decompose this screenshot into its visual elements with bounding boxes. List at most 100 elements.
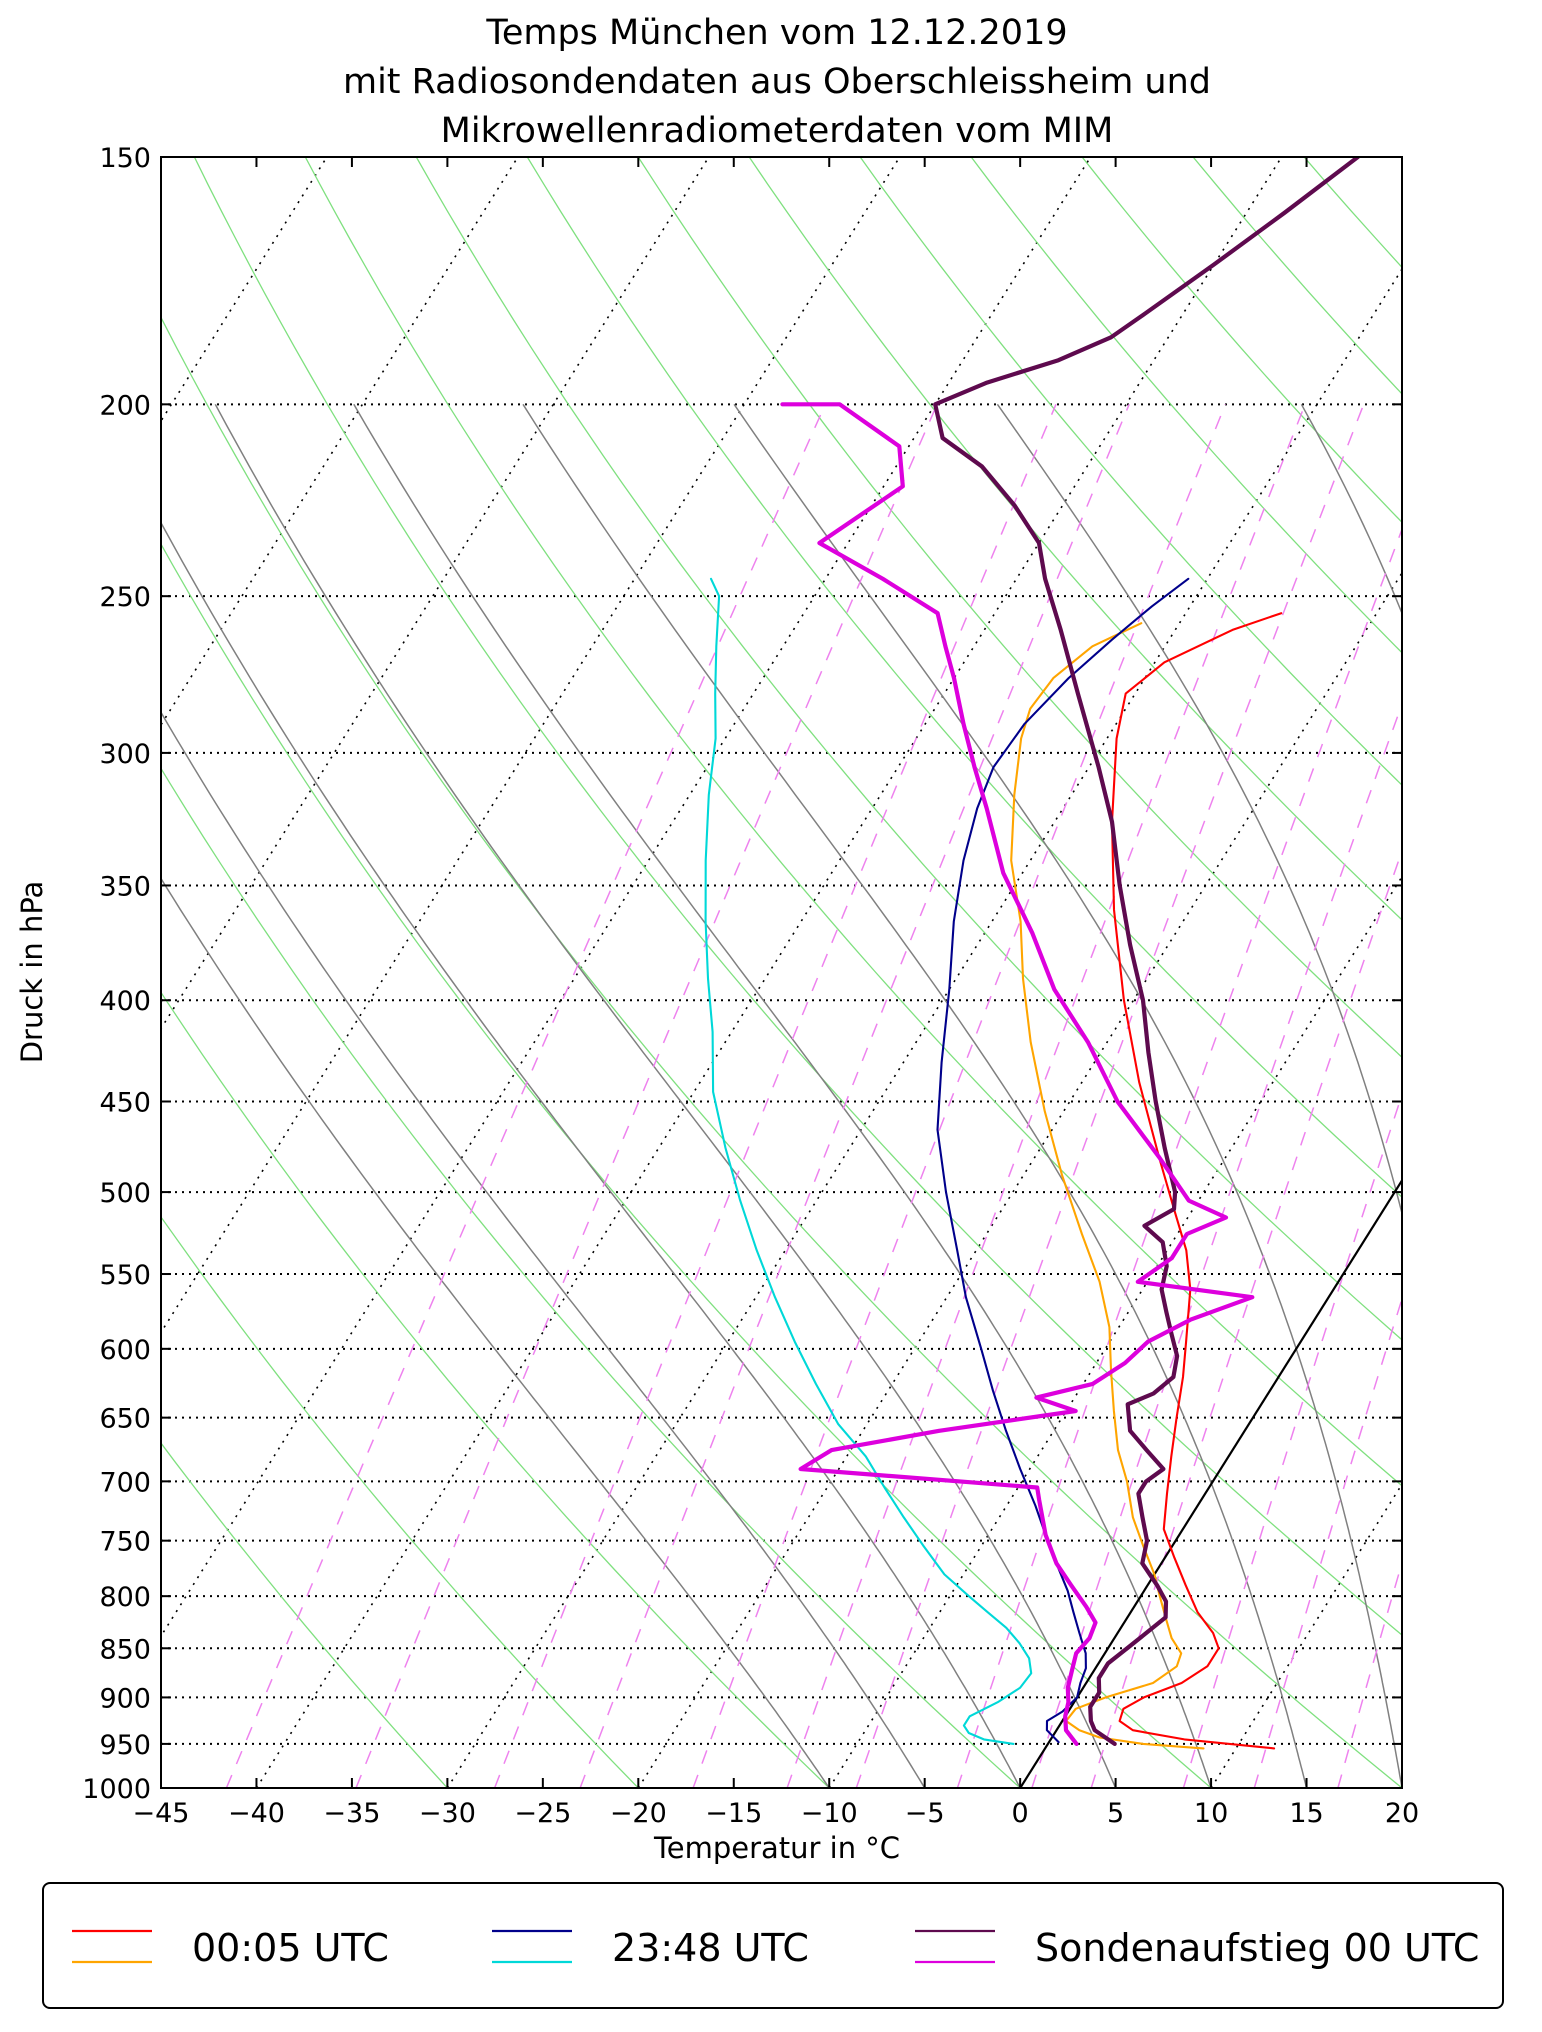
isotherm xyxy=(1401,1786,1402,1788)
series-line-5 xyxy=(933,157,1360,1746)
background-grid xyxy=(161,157,1542,1788)
dry-adiabat xyxy=(1192,157,1402,395)
dry-adiabat xyxy=(1526,157,1542,1788)
mixing-ratio-line xyxy=(692,404,1227,1788)
dry-adiabat xyxy=(859,157,1402,787)
x-tick-label: −10 xyxy=(801,1798,858,1829)
moist-adiabat xyxy=(522,403,1308,1788)
chart-title-line-1: Temps München vom 12.12.2019 xyxy=(485,13,1067,53)
y-tick-label: 200 xyxy=(99,390,151,421)
y-axis-ticks: 150 200 250 300 350 400 450 500 550 600 650 700 750 8… xyxy=(82,143,1402,1805)
sounding-series xyxy=(704,157,1360,1750)
zero-isotherm-line xyxy=(1019,1178,1402,1788)
mixing-ratio-line xyxy=(1424,404,1542,1788)
y-tick-label: 350 xyxy=(99,871,151,902)
legend-frame xyxy=(42,1882,1504,2009)
y-tick-label: 750 xyxy=(99,1527,151,1558)
dry-adiabat xyxy=(526,157,1402,1198)
dry-adiabat xyxy=(193,157,1402,1636)
legend-label: 23:48 UTC xyxy=(612,1926,809,1970)
mixing-ratio-line xyxy=(1492,404,1542,1788)
isotherm xyxy=(637,571,1402,1788)
mixing-ratio-line xyxy=(579,404,1130,1788)
x-tick-label: −20 xyxy=(610,1798,667,1829)
isotherm xyxy=(1019,1178,1402,1788)
x-tick-label: −5 xyxy=(905,1798,945,1829)
moist-adiabat xyxy=(161,877,830,1788)
y-tick-label: 850 xyxy=(99,1634,151,1665)
mixing-ratio-line xyxy=(1253,1296,1402,1788)
x-axis-label: Temperatur in °C xyxy=(653,1831,900,1865)
y-tick-label: 500 xyxy=(99,1178,151,1209)
chart-title-line-2: mit Radiosondendaten aus Oberschleisshei… xyxy=(343,62,1211,102)
series-line-4 xyxy=(704,577,1033,1745)
x-tick-label: 15 xyxy=(1289,1798,1323,1829)
legend-label: Sondenaufstieg 00 UTC xyxy=(1035,1926,1479,1970)
mixing-ratio-line xyxy=(1031,701,1402,1788)
x-tick-label: 20 xyxy=(1385,1798,1419,1829)
y-tick-label: 700 xyxy=(99,1467,151,1498)
x-tick-label: 5 xyxy=(1107,1798,1124,1829)
dry-adiabat xyxy=(1415,157,1542,1788)
x-tick-label: −35 xyxy=(323,1798,380,1829)
x-tick-label: −25 xyxy=(514,1798,571,1829)
y-tick-label: 450 xyxy=(99,1088,151,1119)
y-axis-label: Druck in hPa xyxy=(15,881,49,1064)
mixing-ratio-line xyxy=(855,404,1365,1788)
series-line-1 xyxy=(1110,612,1283,1750)
chart-title-line-3: Mikrowellenradiometerdaten vom MIM xyxy=(441,111,1114,151)
y-tick-label: 150 xyxy=(99,143,151,174)
dry-adiabat xyxy=(1081,157,1402,524)
dry-adiabat xyxy=(1303,157,1402,269)
mixing-ratio-line xyxy=(493,404,1057,1788)
legend-label: 00:05 UTC xyxy=(192,1926,389,1970)
plot-frame xyxy=(160,156,1403,1789)
x-tick-label: −30 xyxy=(419,1798,476,1829)
dry-adiabat xyxy=(161,991,830,1788)
mixing-ratio-line xyxy=(1182,1092,1402,1788)
series-line-6 xyxy=(780,402,1255,1746)
dry-adiabat xyxy=(748,157,1402,921)
x-tick-label: −15 xyxy=(705,1798,762,1829)
y-tick-label: 650 xyxy=(99,1404,151,1435)
dry-adiabat xyxy=(415,157,1402,1341)
legend-box: 00:05 UTC 23:48 UTC Sondenaufstieg 00 UTC xyxy=(42,1882,1504,2009)
zero-isotherm xyxy=(1019,1178,1402,1788)
dry-adiabat xyxy=(161,1215,639,1788)
legend-entries: 00:05 UTC 23:48 UTC Sondenaufstieg 00 UTC xyxy=(72,1926,1479,1970)
dry-adiabat xyxy=(161,1442,448,1788)
isotherm xyxy=(1210,1482,1402,1788)
isotherm xyxy=(161,157,519,727)
y-tick-label: 300 xyxy=(99,739,151,770)
y-tick-label: 950 xyxy=(99,1730,151,1761)
isotherm xyxy=(255,157,1283,1788)
mixing-ratio-line xyxy=(355,404,938,1788)
dry-adiabat xyxy=(161,542,1212,1788)
moist-adiabat xyxy=(353,403,1212,1788)
x-tick-label: 0 xyxy=(1012,1798,1029,1829)
moist-adiabat xyxy=(161,521,1021,1788)
y-tick-label: 1000 xyxy=(82,1774,151,1805)
dry-adiabat xyxy=(637,157,1402,1059)
isotherm xyxy=(161,157,328,423)
y-tick-label: 400 xyxy=(99,986,151,1017)
x-tick-label: −45 xyxy=(133,1798,190,1829)
dry-adiabat xyxy=(304,157,1402,1487)
mixing-ratio-line xyxy=(956,527,1402,1788)
y-tick-label: 800 xyxy=(99,1582,151,1613)
dry-adiabat xyxy=(161,316,1402,1788)
mixing-ratio-line xyxy=(786,404,1306,1788)
moist-adiabat xyxy=(161,710,926,1788)
dry-adiabat xyxy=(970,157,1402,654)
y-tick-label: 250 xyxy=(99,582,151,613)
isotherm xyxy=(161,157,1092,1638)
y-tick-label: 900 xyxy=(99,1683,151,1714)
x-tick-label: −40 xyxy=(228,1798,285,1829)
dry-adiabat xyxy=(161,767,1021,1788)
y-tick-label: 600 xyxy=(99,1335,151,1366)
y-tick-label: 550 xyxy=(99,1260,151,1291)
isotherm xyxy=(828,875,1402,1788)
x-tick-label: 10 xyxy=(1194,1798,1228,1829)
moist-adiabat xyxy=(996,403,1402,1217)
